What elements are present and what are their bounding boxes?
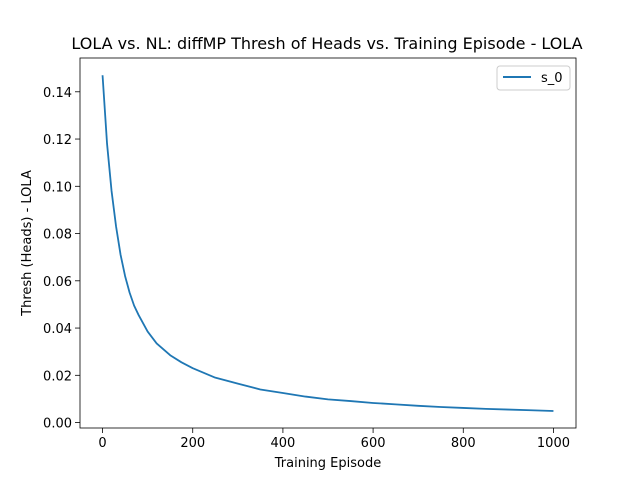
x-tick-label: 200 <box>180 436 205 451</box>
y-tick-label: 0.06 <box>43 275 72 290</box>
plot-area-frame <box>79 57 577 429</box>
y-tick-label: 0.10 <box>43 180 72 195</box>
series-line-s0 <box>101 75 554 412</box>
x-axis-ticks: 0 200 400 600 800 1000 <box>98 428 570 451</box>
x-axis-label: Training Episode <box>274 456 381 471</box>
legend: s_0 <box>496 65 571 91</box>
y-axis-ticks: 0.00 0.02 0.04 0.06 0.08 0.10 0.12 0.14 <box>43 86 80 432</box>
x-tick-label: 1000 <box>537 436 570 451</box>
series-layer <box>101 75 554 412</box>
y-tick-label: 0.04 <box>43 322 72 337</box>
legend-label-s0: s_0 <box>541 71 563 86</box>
x-tick-label: 400 <box>270 436 295 451</box>
y-tick-label: 0.08 <box>43 228 72 243</box>
chart-title: LOLA vs. NL: diffMP Thresh of Heads vs. … <box>71 34 582 53</box>
legend-box <box>496 65 571 91</box>
y-tick-label: 0.14 <box>43 86 72 101</box>
y-tick-label: 0.02 <box>43 369 72 384</box>
x-tick-label: 600 <box>361 436 386 451</box>
y-tick-label: 0.00 <box>43 417 72 432</box>
y-axis-label: Thresh (Heads) - LOLA <box>20 170 35 317</box>
x-tick-label: 0 <box>98 436 106 451</box>
y-tick-label: 0.12 <box>43 133 72 148</box>
x-tick-label: 800 <box>451 436 476 451</box>
